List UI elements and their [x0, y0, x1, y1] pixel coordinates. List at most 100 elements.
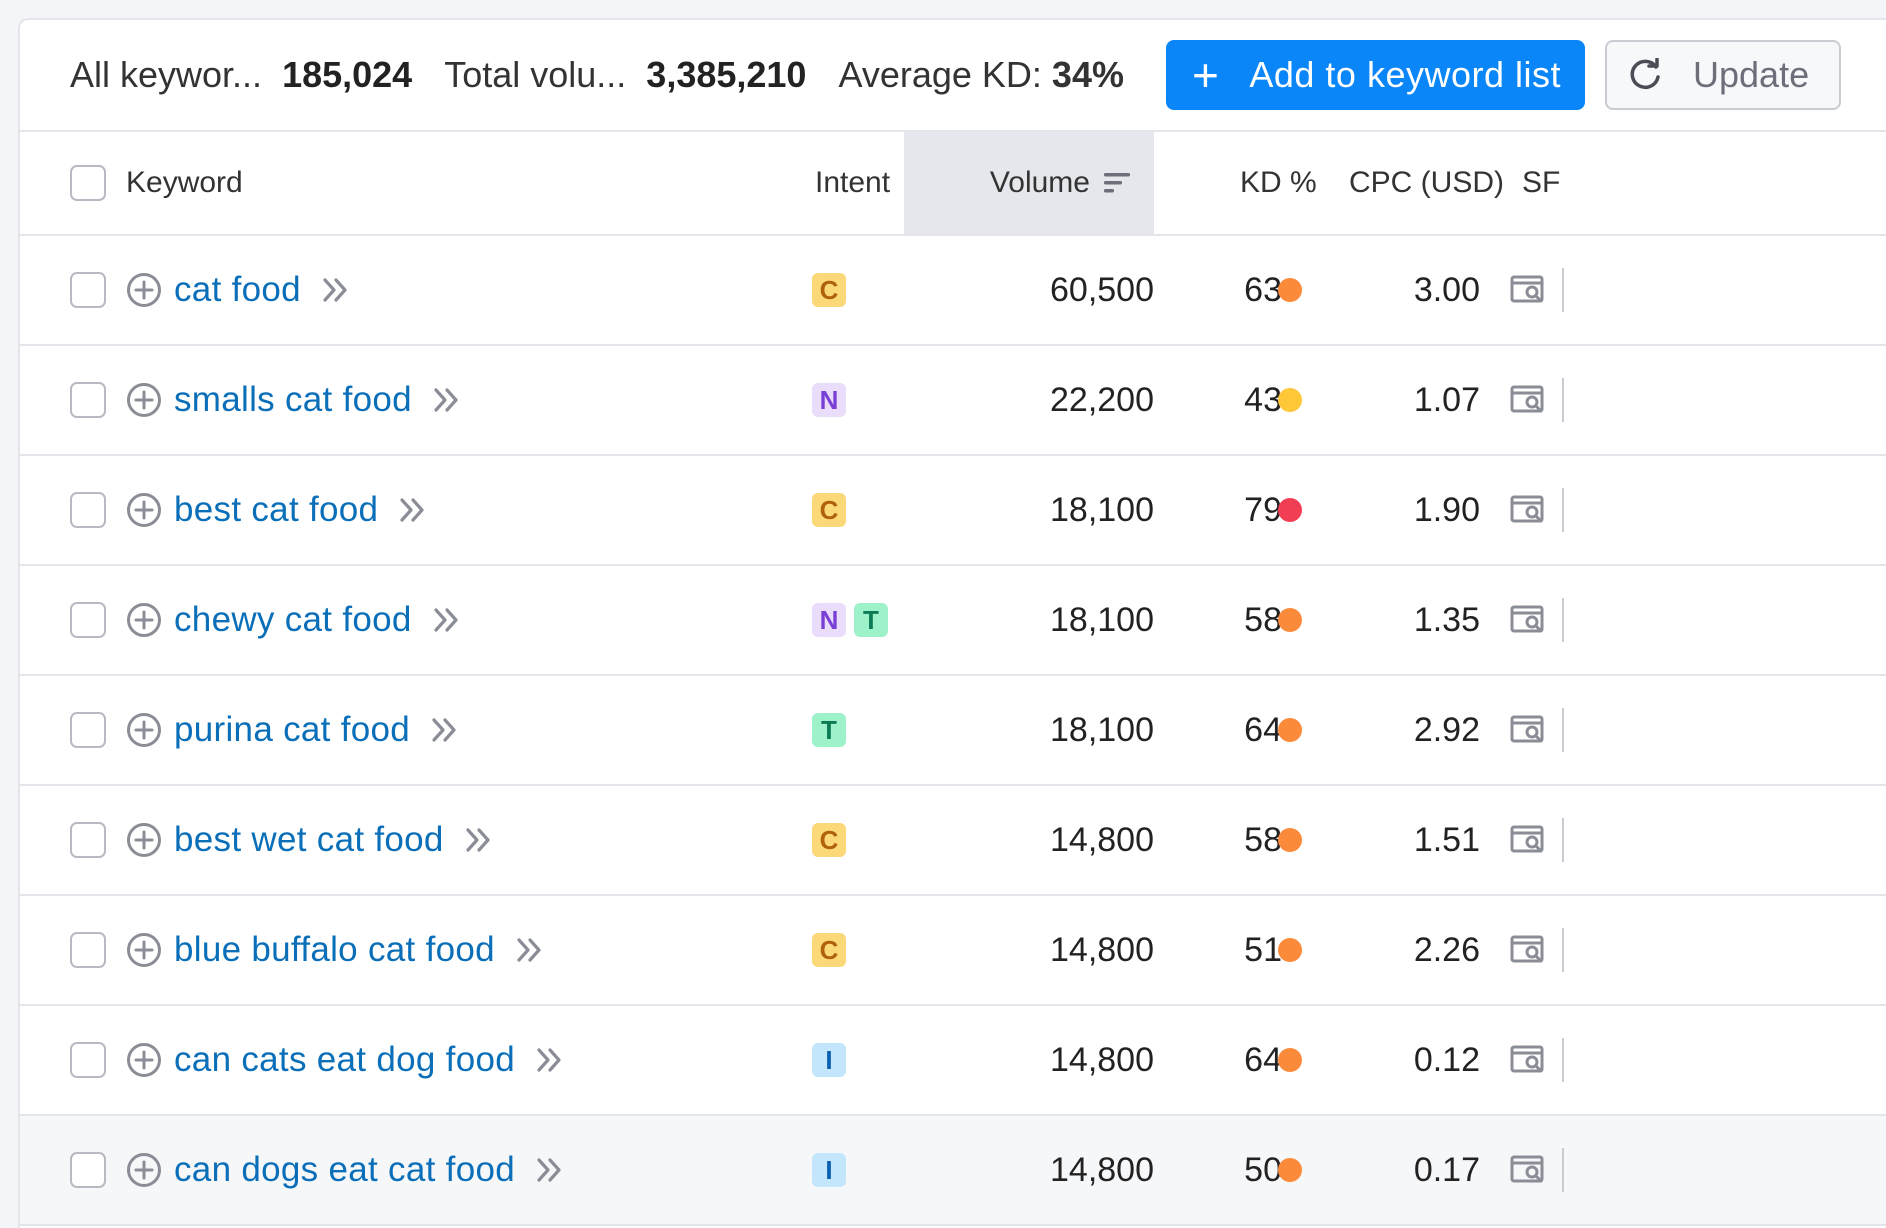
table-row: cat food C 60,500 63 3.00 [20, 236, 1886, 346]
add-circle-icon[interactable] [126, 1042, 162, 1078]
serp-features-icon[interactable] [1510, 495, 1546, 525]
kd-value: 58 [1244, 600, 1282, 639]
add-circle-icon[interactable] [126, 492, 162, 528]
add-circle-icon[interactable] [126, 602, 162, 638]
summary-toolbar: All keywor... 185,024 Total volu... 3,38… [20, 20, 1886, 132]
average-kd: Average KD: 34% [838, 54, 1124, 96]
add-to-keyword-list-button[interactable]: + Add to keyword list [1165, 40, 1585, 110]
row-checkbox[interactable] [70, 272, 106, 308]
add-circle-icon[interactable] [126, 1152, 162, 1188]
row-checkbox[interactable] [70, 932, 106, 968]
column-header-sf[interactable]: SF [1522, 166, 1561, 199]
add-circle-icon[interactable] [126, 272, 162, 308]
keyword-link[interactable]: best cat food [174, 490, 379, 529]
double-chevron-right-icon[interactable] [432, 606, 462, 634]
intent-badge: I [812, 1153, 846, 1187]
serp-features-icon[interactable] [1510, 1045, 1546, 1075]
keyword-cell: chewy cat food [126, 600, 462, 640]
sort-descending-icon [1104, 173, 1130, 193]
serp-features-icon[interactable] [1510, 1155, 1546, 1185]
intent-badge: C [812, 273, 846, 307]
column-header-intent[interactable]: Intent [815, 166, 891, 199]
double-chevron-right-icon[interactable] [464, 826, 494, 854]
row-checkbox[interactable] [70, 602, 106, 638]
column-header-kd[interactable]: KD % [1240, 166, 1317, 199]
keyword-link[interactable]: can dogs eat cat food [174, 1150, 515, 1189]
add-circle-icon[interactable] [126, 712, 162, 748]
table-row: best cat food C 18,100 79 1.90 [20, 456, 1886, 566]
keyword-link[interactable]: can cats eat dog food [174, 1040, 515, 1079]
double-chevron-right-icon[interactable] [398, 496, 428, 524]
table-body: cat food C 60,500 63 3.00 smalls cat foo… [20, 236, 1886, 1226]
refresh-icon [1630, 58, 1660, 90]
row-checkbox[interactable] [70, 712, 106, 748]
row-checkbox[interactable] [70, 1152, 106, 1188]
kd-value: 43 [1244, 380, 1282, 419]
kd-difficulty-dot [1278, 718, 1302, 742]
double-chevron-right-icon[interactable] [535, 1156, 565, 1184]
keyword-link[interactable]: blue buffalo cat food [174, 930, 495, 969]
table-row: smalls cat food N 22,200 43 1.07 [20, 346, 1886, 456]
keyword-link[interactable]: best wet cat food [174, 820, 444, 859]
add-circle-icon[interactable] [126, 932, 162, 968]
column-divider [1562, 928, 1564, 972]
keyword-cell: best cat food [126, 490, 428, 530]
serp-features-icon[interactable] [1510, 935, 1546, 965]
double-chevron-right-icon[interactable] [535, 1046, 565, 1074]
keyword-link[interactable]: smalls cat food [174, 380, 412, 419]
intent-badge: N [812, 383, 846, 417]
row-checkbox[interactable] [70, 382, 106, 418]
kd-difficulty-dot [1278, 1158, 1302, 1182]
serp-features-icon[interactable] [1510, 715, 1546, 745]
column-header-volume-label: Volume [989, 166, 1090, 199]
intent-badge: I [812, 1043, 846, 1077]
column-divider [1562, 818, 1564, 862]
intent-cell: C [812, 823, 854, 857]
cpc-value: 0.12 [1413, 1040, 1480, 1079]
kd-difficulty-dot [1278, 1048, 1302, 1072]
serp-features-icon[interactable] [1510, 385, 1546, 415]
table-row: can cats eat dog food I 14,800 64 0.12 [20, 1006, 1886, 1116]
volume-value: 60,500 [1050, 270, 1154, 309]
volume-value: 14,800 [1050, 930, 1154, 969]
cpc-value: 1.51 [1413, 820, 1480, 859]
double-chevron-right-icon[interactable] [430, 716, 460, 744]
kd-difficulty-dot [1278, 498, 1302, 522]
average-kd-value: 34% [1051, 54, 1124, 95]
kd-value: 63 [1244, 270, 1282, 309]
select-all-checkbox[interactable] [70, 165, 106, 201]
all-keywords-value: 185,024 [282, 54, 413, 95]
volume-value: 18,100 [1050, 490, 1154, 529]
keyword-link[interactable]: cat food [174, 270, 301, 309]
double-chevron-right-icon[interactable] [515, 936, 545, 964]
cpc-value: 2.26 [1413, 930, 1480, 969]
add-circle-icon[interactable] [126, 382, 162, 418]
keyword-link[interactable]: purina cat food [174, 710, 411, 749]
serp-features-icon[interactable] [1510, 605, 1546, 635]
update-button[interactable]: Update [1605, 40, 1842, 110]
serp-features-icon[interactable] [1510, 275, 1546, 305]
column-divider [1562, 1038, 1564, 1082]
add-circle-icon[interactable] [126, 822, 162, 858]
cpc-value: 1.90 [1413, 490, 1480, 529]
row-checkbox[interactable] [70, 1042, 106, 1078]
kd-difficulty-dot [1278, 608, 1302, 632]
row-checkbox[interactable] [70, 822, 106, 858]
table-row: best wet cat food C 14,800 58 1.51 [20, 786, 1886, 896]
double-chevron-right-icon[interactable] [432, 386, 462, 414]
average-kd-label: Average KD: [838, 54, 1042, 95]
column-header-keyword[interactable]: Keyword [126, 166, 243, 199]
serp-features-icon[interactable] [1510, 825, 1546, 855]
keyword-cell: can dogs eat cat food [126, 1150, 565, 1190]
column-divider [1562, 488, 1564, 532]
total-volume-value: 3,385,210 [646, 54, 807, 95]
double-chevron-right-icon[interactable] [321, 276, 351, 304]
volume-value: 14,800 [1050, 1150, 1154, 1189]
keyword-link[interactable]: chewy cat food [174, 600, 412, 639]
row-checkbox[interactable] [70, 492, 106, 528]
column-header-volume[interactable]: Volume [904, 132, 1154, 234]
kd-value: 50 [1244, 1150, 1282, 1189]
column-header-cpc[interactable]: CPC (USD) [1349, 166, 1504, 199]
